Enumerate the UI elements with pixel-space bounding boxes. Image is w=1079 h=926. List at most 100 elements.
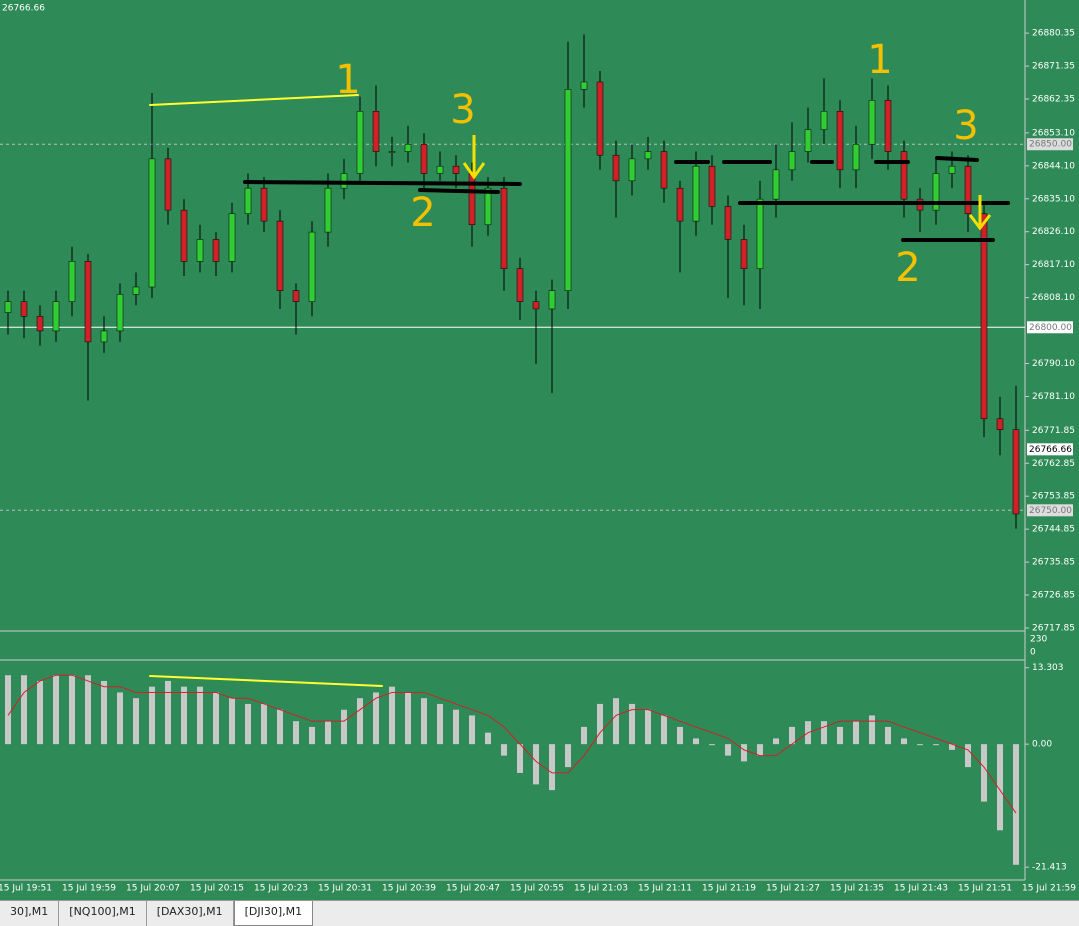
candle-body [356,111,364,174]
x-tick-label: 15 Jul 21:59 [1022,884,1076,894]
macd-bar [853,721,859,745]
candle-body [852,143,860,171]
arrow [462,135,486,180]
y-tick-label: 26744.85 [1032,525,1075,535]
tab[interactable]: [DJI30],M1 [233,901,314,926]
candle-body [420,143,428,174]
candle-body [372,111,380,152]
y-tick-label: 26771.85 [1032,426,1075,436]
macd-bar [517,744,523,773]
macd-bar [69,675,75,745]
macd-bar [357,698,363,745]
x-tick-label: 15 Jul 21:51 [958,884,1012,894]
volume-tick-label: 0 [1030,648,1036,658]
macd-bar [677,726,683,745]
macd-bar [325,721,331,745]
macd-bar [661,715,667,745]
candle-body [532,301,540,310]
annotation: 2 [895,245,920,291]
macd-bar [181,686,187,745]
candle-body [660,151,668,189]
macd-bar [725,744,731,756]
candle-body [388,151,396,153]
macd-bar [405,692,411,745]
candle-body [516,268,524,302]
x-tick-label: 15 Jul 21:11 [638,884,692,894]
candle-body [932,173,940,211]
macd-bar [453,709,459,745]
tab[interactable]: [DAX30],M1 [147,901,234,926]
macd-bar [421,698,427,745]
x-tick-label: 15 Jul 20:07 [126,884,180,894]
macd-signal [7,674,1017,814]
candle-body [820,111,828,130]
level-tag [1027,504,1073,517]
x-tick-label: 15 Jul 20:39 [382,884,436,894]
candle-body [500,187,508,269]
x-tick-label: 15 Jul 21:03 [574,884,628,894]
macd-bar [293,721,299,745]
y-tick-label: 26871.35 [1032,62,1075,72]
macd-bar [821,721,827,745]
candle-body [628,158,636,182]
macd-bar [213,692,219,745]
candle-body [36,316,44,332]
y-tick-label: 26762.85 [1032,459,1075,469]
tab[interactable]: 30],M1 [0,901,60,926]
price-tag [1027,443,1073,456]
macd-bar [165,680,171,745]
y-tick-label: 26753.85 [1032,492,1075,502]
candle-body [292,290,300,302]
candle-body [452,165,460,174]
price-label: 26766.66 [1029,445,1072,455]
macd-bar [741,744,747,762]
annotation: 3 [450,87,475,133]
macd-bar [981,744,987,802]
macd-bar [117,692,123,745]
macd-bar [581,726,587,745]
annotation: 1 [867,37,892,83]
macd-bar [373,692,379,745]
macd-tick-label: 0.00 [1032,740,1052,750]
x-tick-label: 15 Jul 21:27 [766,884,820,894]
candle-body [132,286,140,295]
candle-body [84,261,92,343]
macd-bar [485,732,491,745]
macd-bar [85,675,91,745]
y-tick-label: 26781.10 [1032,392,1075,402]
macd-bar [949,744,955,750]
candle-body [884,100,892,152]
candle-body [180,209,188,262]
annotation: 3 [953,103,978,149]
macd-bar [533,744,539,785]
level-label: 26850.00 [1029,140,1072,150]
x-tick-label: 15 Jul 19:51 [0,884,52,894]
y-tick-label: 26844.10 [1032,161,1075,171]
macd-bar [549,744,555,791]
x-tick-label: 15 Jul 20:31 [318,884,372,894]
y-tick-label: 26735.85 [1032,558,1075,568]
macd-bar [437,703,443,745]
macd-bar [629,703,635,745]
candle-body [484,187,492,226]
macd-bar [965,744,971,768]
candle-body [196,239,204,262]
drawing [418,188,500,194]
macd-bar [149,686,155,745]
macd-bar [21,675,27,745]
candle-body [68,261,76,302]
volume-tick-label: 230 [1030,635,1047,645]
y-tick-label: 26880.35 [1032,29,1075,39]
y-tick-label: 26790.10 [1032,359,1075,369]
macd-bar [645,709,651,745]
macd-bar [565,744,571,768]
candle-body [212,239,220,262]
tab[interactable]: [NQ100],M1 [59,901,147,926]
drawing [935,156,979,162]
candle-body [836,111,844,171]
candle-body [964,165,972,215]
x-tick-label: 15 Jul 19:59 [62,884,116,894]
drawing [243,180,522,186]
y-tick-label: 26826.10 [1032,227,1075,237]
